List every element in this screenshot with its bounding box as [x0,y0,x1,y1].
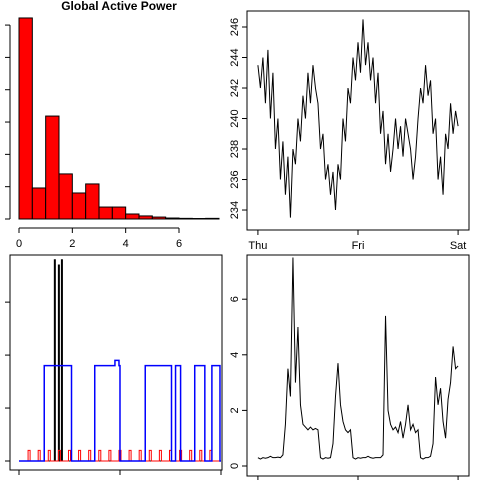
y-tick-label: 242 [229,79,241,97]
bar [85,183,100,220]
bar [178,217,193,220]
y-tick-label: 0 [229,463,241,469]
bar [138,215,153,220]
bar [71,192,87,220]
y-tick-label: 2 [229,407,241,413]
bar [151,216,167,220]
x-tick-label: Sat [450,240,467,252]
x-tick-label: 4 [123,238,129,250]
bar [111,206,127,220]
series-line [18,359,221,462]
bar [165,217,180,220]
x-tick-label: Fri [352,240,365,252]
y-tick-label: 244 [229,48,241,66]
bar [18,17,33,220]
plot-frame [9,254,223,471]
y-tick-label: 238 [229,140,241,158]
bar [98,206,113,220]
x-tick-label: 0 [16,238,22,250]
y-tick-label: 236 [229,170,241,188]
chart-title: Global Active Power [61,0,177,13]
plot-frame [246,254,470,477]
series-line [257,19,459,218]
y-tick-label: 234 [229,201,241,219]
y-tick-label: 6 [229,296,241,302]
series-line [257,257,459,460]
bar [125,213,140,220]
y-tick-label: 4 [229,352,241,358]
series-line [18,259,221,462]
x-tick-label: 6 [176,238,182,250]
bar [31,187,47,220]
y-tick-label: 240 [229,109,241,127]
bar [45,115,60,220]
x-tick-label: 2 [69,238,75,250]
x-tick-label: Thu [248,240,267,252]
bar [58,173,73,220]
bar [205,217,220,220]
y-tick-label: 246 [229,18,241,36]
